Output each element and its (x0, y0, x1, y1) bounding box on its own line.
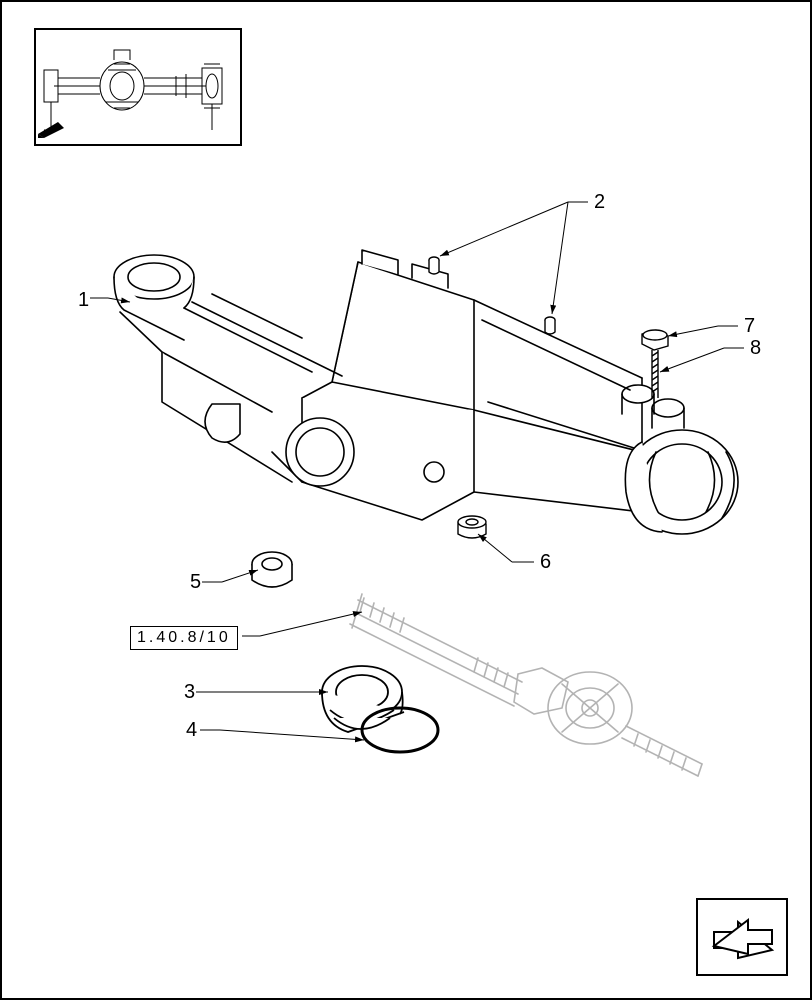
callout-6: 6 (540, 552, 551, 572)
callout-8: 8 (750, 338, 761, 358)
next-page-icon[interactable] (696, 898, 788, 976)
thumbnail-drawing (36, 30, 240, 144)
reference-box: 1.40.8/10 (130, 626, 238, 650)
diagram-page: 1 2 7 8 6 5 3 4 1.40.8/10 (0, 0, 812, 1000)
edit-icon (38, 120, 66, 143)
callout-5: 5 (190, 572, 201, 592)
callout-4: 4 (186, 720, 197, 740)
callout-2: 2 (594, 192, 605, 212)
callout-3: 3 (184, 682, 195, 702)
callout-1: 1 (78, 290, 89, 310)
main-drawing (2, 152, 812, 812)
callout-7: 7 (744, 316, 755, 336)
